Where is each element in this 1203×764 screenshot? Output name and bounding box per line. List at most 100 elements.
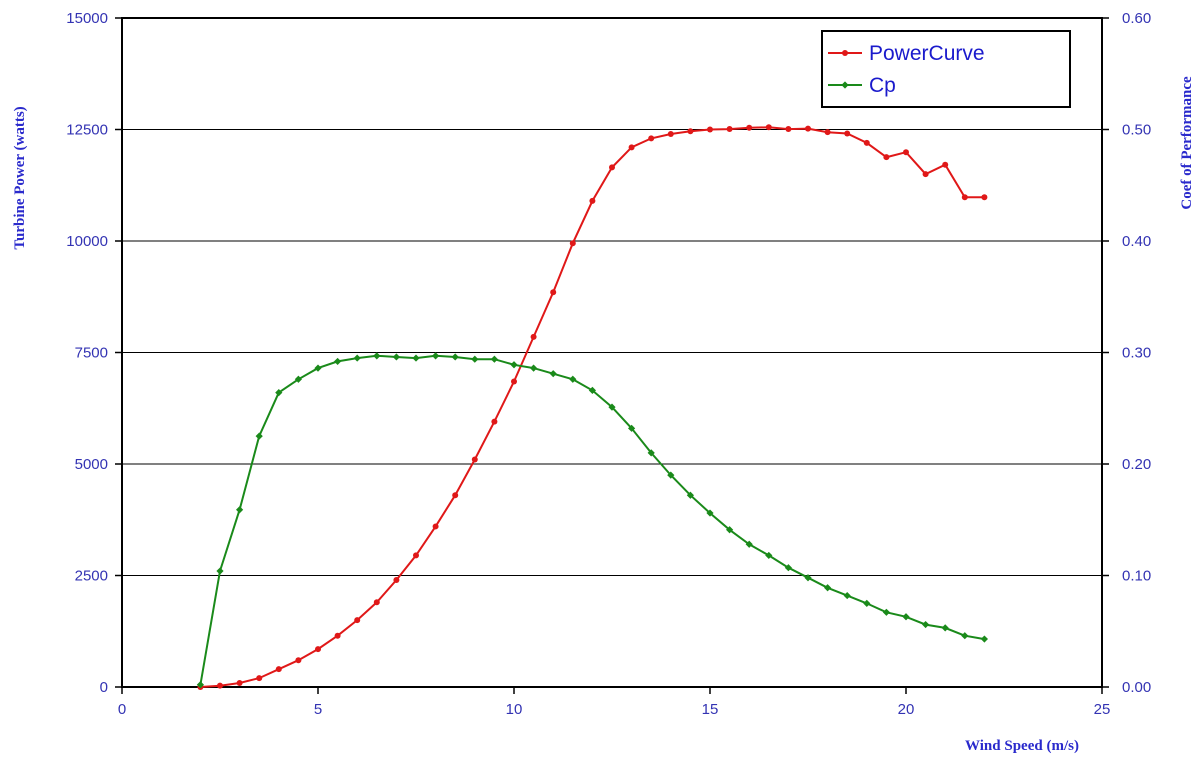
data-point-powercurve: [707, 126, 713, 133]
data-point-powercurve: [550, 289, 557, 296]
data-point-cp: [784, 564, 792, 572]
data-point-powercurve: [432, 523, 439, 530]
data-point-cp: [255, 432, 263, 440]
data-point-powercurve: [648, 135, 655, 142]
data-point-powercurve: [413, 552, 419, 559]
x-tick-label: 20: [898, 701, 915, 718]
series-line-cp: [199, 354, 985, 685]
data-point-powercurve: [667, 130, 674, 137]
data-point-cp: [510, 361, 518, 369]
data-point-powercurve: [609, 164, 615, 171]
data-point-cp: [588, 386, 596, 395]
legend-marker-powercurve: [842, 50, 848, 56]
data-point-cp: [451, 353, 459, 361]
y-left-tick-label: 7500: [75, 345, 108, 362]
data-point-cp: [667, 471, 675, 479]
data-point-powercurve: [961, 194, 968, 201]
data-point-powercurve: [373, 599, 380, 606]
data-point-powercurve: [824, 129, 831, 136]
data-point-powercurve: [315, 646, 321, 653]
data-point-powercurve: [765, 124, 772, 131]
y-right-tick-label: 0.40: [1122, 233, 1151, 250]
data-point-powercurve: [491, 418, 498, 425]
data-point-powercurve: [922, 171, 929, 178]
legend-label-cp: Cp: [869, 74, 896, 97]
data-point-powercurve: [844, 130, 851, 137]
data-point-powercurve: [256, 675, 263, 682]
data-point-powercurve: [393, 576, 400, 583]
data-point-powercurve: [687, 128, 694, 135]
y-axis-left-title: Turbine Power (watts): [12, 106, 28, 249]
legend-marker-cp: [841, 81, 849, 89]
x-tick-label: 10: [506, 701, 523, 718]
data-point-cp: [530, 364, 538, 372]
data-point-powercurve: [746, 124, 753, 131]
data-point-powercurve: [236, 679, 243, 686]
data-point-cp: [843, 591, 851, 600]
data-point-cp: [314, 364, 322, 372]
data-point-powercurve: [452, 492, 459, 499]
y-left-tick-label: 0: [100, 679, 108, 696]
data-point-powercurve: [530, 333, 537, 340]
data-point-cp: [902, 613, 910, 621]
data-point-cp: [608, 403, 616, 411]
data-point-powercurve: [589, 197, 596, 204]
data-point-powercurve: [981, 194, 988, 201]
data-point-cp: [647, 449, 655, 457]
data-point-powercurve: [217, 682, 223, 689]
data-point-powercurve: [726, 126, 733, 133]
data-point-cp: [980, 635, 988, 643]
data-point-cp: [334, 357, 342, 366]
x-tick-label: 15: [702, 701, 719, 718]
y-left-tick-label: 5000: [75, 456, 108, 473]
data-point-powercurve: [569, 240, 576, 247]
data-point-cp: [863, 599, 871, 607]
data-point-cp: [490, 355, 498, 363]
y-right-tick-label: 0.50: [1122, 122, 1151, 139]
data-point-powercurve: [863, 139, 870, 146]
data-point-powercurve: [942, 161, 949, 168]
data-point-powercurve: [471, 456, 478, 463]
data-point-cp: [922, 620, 930, 629]
data-point-cp: [686, 491, 694, 499]
data-point-powercurve: [883, 154, 890, 161]
data-point-cp: [353, 354, 361, 362]
data-point-cp: [745, 540, 753, 548]
data-point-cp: [824, 584, 832, 592]
data-point-powercurve: [275, 666, 282, 673]
y-left-tick-label: 2500: [75, 568, 108, 585]
data-point-cp: [432, 352, 440, 360]
data-point-powercurve: [334, 632, 341, 639]
plot-frame: [121, 17, 1103, 688]
data-point-powercurve: [511, 378, 517, 385]
data-point-cp: [236, 506, 244, 514]
data-point-powercurve: [785, 126, 792, 133]
x-tick-label: 5: [314, 701, 322, 718]
data-point-cp: [706, 509, 714, 517]
data-point-powercurve: [628, 144, 635, 151]
data-point-cp: [549, 370, 557, 378]
y-right-tick-label: 0.30: [1122, 345, 1151, 362]
data-point-cp: [196, 681, 204, 689]
data-point-cp: [216, 567, 224, 575]
y-left-tick-label: 15000: [66, 10, 108, 27]
data-point-cp: [569, 375, 577, 383]
data-point-cp: [726, 526, 734, 534]
y-axis-right-title: Coef of Performance: [1179, 76, 1195, 210]
y-right-tick-label: 0.10: [1122, 568, 1151, 585]
legend-box: [821, 30, 1071, 108]
data-point-cp: [294, 375, 302, 383]
data-point-cp: [392, 353, 400, 361]
data-point-cp: [373, 352, 381, 360]
data-point-powercurve: [903, 149, 909, 156]
data-point-cp: [412, 354, 420, 362]
data-point-cp: [628, 424, 636, 432]
y-right-tick-label: 0.00: [1122, 679, 1151, 696]
data-point-cp: [882, 608, 890, 616]
data-point-cp: [804, 574, 812, 582]
data-point-cp: [961, 632, 969, 640]
legend-label-powercurve: PowerCurve: [869, 42, 985, 65]
y-left-tick-label: 10000: [66, 233, 108, 250]
